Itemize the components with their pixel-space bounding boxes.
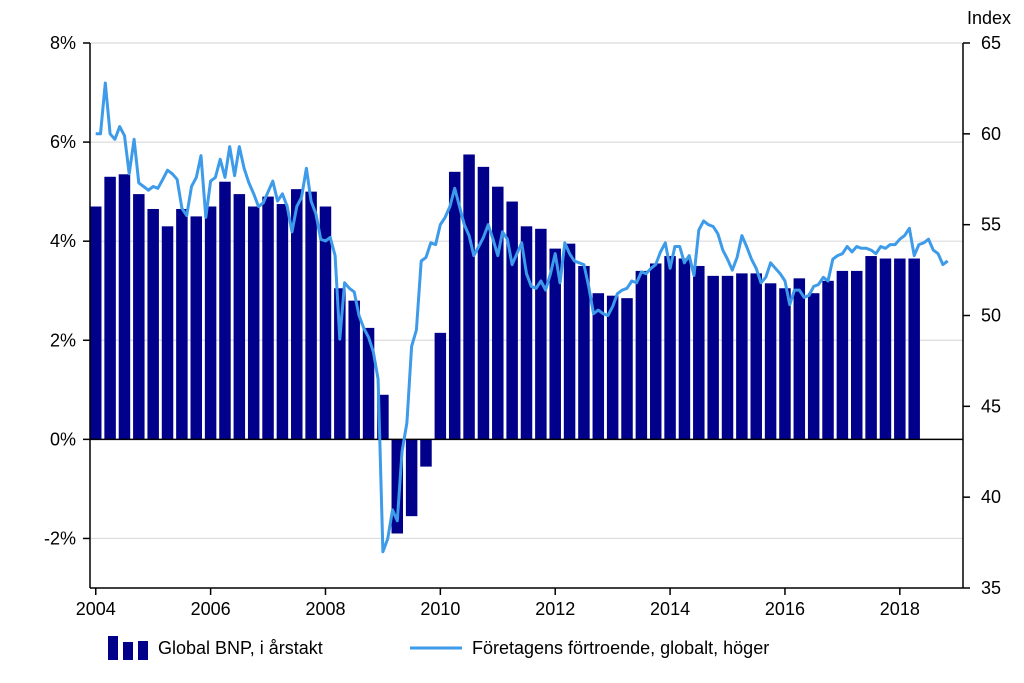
gdp-bar: [161, 226, 174, 440]
gdp-bar: [693, 265, 705, 440]
left-tick-label: 8%: [50, 33, 76, 53]
confidence-line: [95, 81, 949, 554]
gdp-bar: [836, 270, 849, 440]
gdp-bar: [90, 206, 102, 440]
gdp-bar: [822, 280, 834, 440]
gdp-bar: [377, 394, 389, 440]
x-tick-label: 2006: [191, 599, 231, 619]
gdp-bar: [606, 295, 619, 440]
gdp-bar: [133, 194, 145, 440]
x-tick-label: 2008: [305, 599, 345, 619]
gdp-bar: [649, 263, 662, 440]
gdp-bar: [477, 166, 490, 440]
gdp-bar: [434, 332, 447, 440]
left-tick-label: 0%: [50, 429, 76, 449]
x-tick-label: 2018: [880, 599, 920, 619]
gdp-bar: [319, 206, 332, 440]
right-tick-label: 45: [981, 396, 1001, 416]
right-tick-label: 35: [981, 578, 1001, 598]
gdp-bar: [147, 208, 159, 440]
x-tick-label: 2010: [420, 599, 460, 619]
gdp-bar: [305, 191, 317, 440]
gdp-bar: [448, 171, 461, 440]
right-tick-label: 65: [981, 33, 1001, 53]
right-tick-label: 50: [981, 306, 1001, 326]
gdp-bar: [520, 226, 533, 440]
legend-bar-label: Global BNP, i årstakt: [158, 638, 323, 658]
gdp-bar: [750, 273, 762, 440]
legend-bar-icon: [108, 636, 148, 660]
gdp-bar: [578, 265, 590, 440]
gdp-bar: [807, 293, 820, 440]
gdp-bar: [678, 258, 691, 440]
x-tick-label: 2012: [535, 599, 575, 619]
gdp-bar: [362, 327, 375, 440]
x-tick-label: 2004: [76, 599, 116, 619]
gdp-bar: [190, 216, 202, 440]
gdp-bar: [549, 248, 561, 440]
right-tick-label: 55: [981, 215, 1001, 235]
gdp-bar: [535, 228, 547, 440]
gdp-bar: [233, 194, 246, 440]
left-tick-label: -2%: [44, 528, 76, 548]
gdp-bar: [204, 206, 217, 440]
gdp-bar: [420, 439, 432, 467]
gdp-bar: [721, 275, 734, 440]
axes: -2% 0% 2% 4% 6% 8% 35 40 45 50 55 60 65 2004 2006 2008 2…: [44, 33, 1001, 619]
gdp-bar: [247, 206, 260, 440]
gdp-bar: [348, 300, 360, 440]
gdp-bar: [793, 278, 806, 440]
gdp-bar: [635, 270, 648, 440]
gdp-bar: [291, 189, 303, 440]
x-tick-label: 2016: [765, 599, 805, 619]
gdp-bar: [104, 176, 116, 440]
right-tick-label: 40: [981, 487, 1001, 507]
right-axis-title: Index: [967, 8, 1011, 28]
x-tick-label: 2014: [650, 599, 690, 619]
gdp-bar: [405, 439, 418, 517]
gdp-bars: [90, 154, 920, 534]
gdp-bar: [463, 154, 475, 440]
legend-bar-swatch: [123, 642, 133, 660]
gdp-bar: [118, 174, 131, 440]
gdp-bar: [764, 283, 777, 440]
gdp-bar: [621, 298, 633, 440]
gdp-bar: [707, 275, 719, 440]
gdp-bar: [334, 288, 346, 440]
gdp-bar: [176, 208, 188, 440]
gdp-bar: [391, 439, 404, 534]
gdp-bar: [908, 258, 920, 440]
gdp-bar: [894, 258, 906, 440]
right-tick-label: 60: [981, 124, 1001, 144]
gdp-bar: [492, 186, 504, 440]
gdp-bar: [851, 270, 863, 440]
gdp-bar: [592, 293, 605, 440]
left-tick-label: 2%: [50, 330, 76, 350]
gdp-bar: [879, 258, 892, 440]
left-tick-label: 6%: [50, 132, 76, 152]
gdp-bar: [865, 256, 877, 440]
left-tick-label: 4%: [50, 231, 76, 251]
gdp-bar: [563, 243, 576, 440]
gdp-bar: [262, 196, 274, 440]
legend-line-label: Företagens förtroende, globalt, höger: [472, 638, 769, 658]
gdp-bar: [736, 273, 748, 440]
gdp-bar: [276, 204, 289, 440]
gdp-bar: [506, 201, 518, 440]
gdp-bar: [779, 288, 791, 440]
legend-bar-swatch: [108, 636, 118, 660]
gdp-bar: [664, 256, 676, 440]
gdp-bar: [219, 181, 231, 440]
legend: Global BNP, i årstakt Företagens förtroe…: [108, 636, 769, 660]
legend-bar-swatch: [138, 641, 148, 660]
